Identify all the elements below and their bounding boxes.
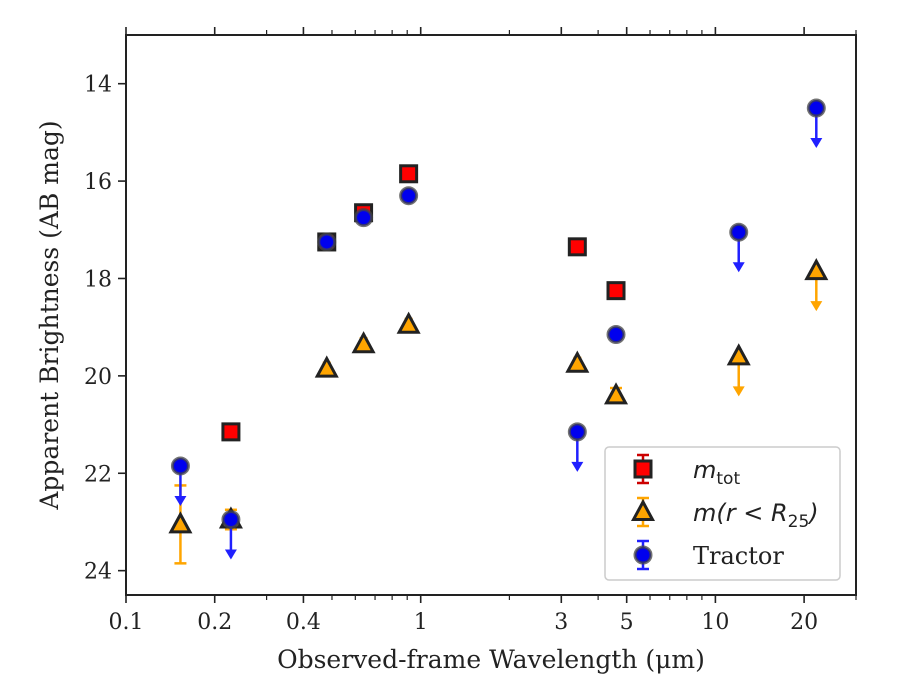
point-tractor <box>567 422 587 442</box>
point-mr25 <box>726 343 751 366</box>
upper-limit-arrowhead <box>224 549 237 560</box>
point-tractor <box>170 456 190 476</box>
upper-limit-arrowhead <box>174 495 187 506</box>
series-tractor <box>170 98 826 560</box>
point-mtot <box>221 422 241 442</box>
y-tick-label: 20 <box>84 365 112 390</box>
y-tick-label: 16 <box>84 170 112 195</box>
x-tick-label: 20 <box>790 610 818 635</box>
legend: mtot m(r < R25) Tractor <box>604 446 841 581</box>
point-mtot <box>567 237 587 257</box>
x-tick-label: 0.4 <box>286 610 321 635</box>
x-tick-label: 1 <box>414 610 428 635</box>
legend-box <box>604 446 841 581</box>
point-tractor <box>806 98 826 118</box>
x-tick-label: 0.2 <box>197 610 232 635</box>
x-tick-label: 10 <box>701 610 729 635</box>
point-mr25 <box>804 258 829 281</box>
point-tractor <box>606 324 626 344</box>
y-axis-title: Apparent Brightness (AB mag) <box>35 120 64 510</box>
point-tractor <box>221 510 241 530</box>
point-mtot <box>399 164 419 184</box>
y-tick-label: 14 <box>84 73 112 98</box>
plot-frame <box>125 34 857 596</box>
plot-marks <box>168 98 829 565</box>
point-mr25 <box>396 311 421 334</box>
legend-marker-mtot <box>633 459 653 479</box>
point-mr25 <box>314 355 339 378</box>
upper-limit-arrowhead <box>732 262 745 273</box>
point-tractor <box>317 232 337 252</box>
x-tick-label: 3 <box>554 610 568 635</box>
point-mr25 <box>351 331 376 354</box>
upper-limit-arrowhead <box>810 301 823 312</box>
legend-label-mr25: m(r < R25) <box>693 499 819 532</box>
y-tick-label: 18 <box>84 267 112 292</box>
point-mr25 <box>603 382 629 405</box>
point-tractor <box>399 186 419 206</box>
axis-ticks: 0.1 0.2 0.4 1 3 5 10 20 14 16 18 20 22 24 <box>84 27 857 635</box>
upper-limit-arrowhead <box>732 386 745 397</box>
legend-marker-tractor <box>633 545 653 565</box>
upper-limit-arrowhead <box>571 461 584 472</box>
point-mr25 <box>168 511 193 534</box>
legend-marker-mr25 <box>630 498 656 521</box>
point-tractor <box>354 208 374 228</box>
y-tick-label: 24 <box>84 560 112 585</box>
x-axis-title: Observed-frame Wavelength (μm) <box>277 645 705 674</box>
legend-label-tractor: Tractor <box>693 542 784 570</box>
x-tick-label: 0.1 <box>109 610 144 635</box>
point-mr25 <box>565 350 590 373</box>
upper-limit-arrowhead <box>810 138 823 149</box>
legend-label-mtot: mtot <box>693 456 740 489</box>
point-tractor <box>729 222 749 242</box>
point-mtot <box>606 281 626 301</box>
y-tick-label: 22 <box>84 462 112 487</box>
x-tick-label: 5 <box>620 610 634 635</box>
